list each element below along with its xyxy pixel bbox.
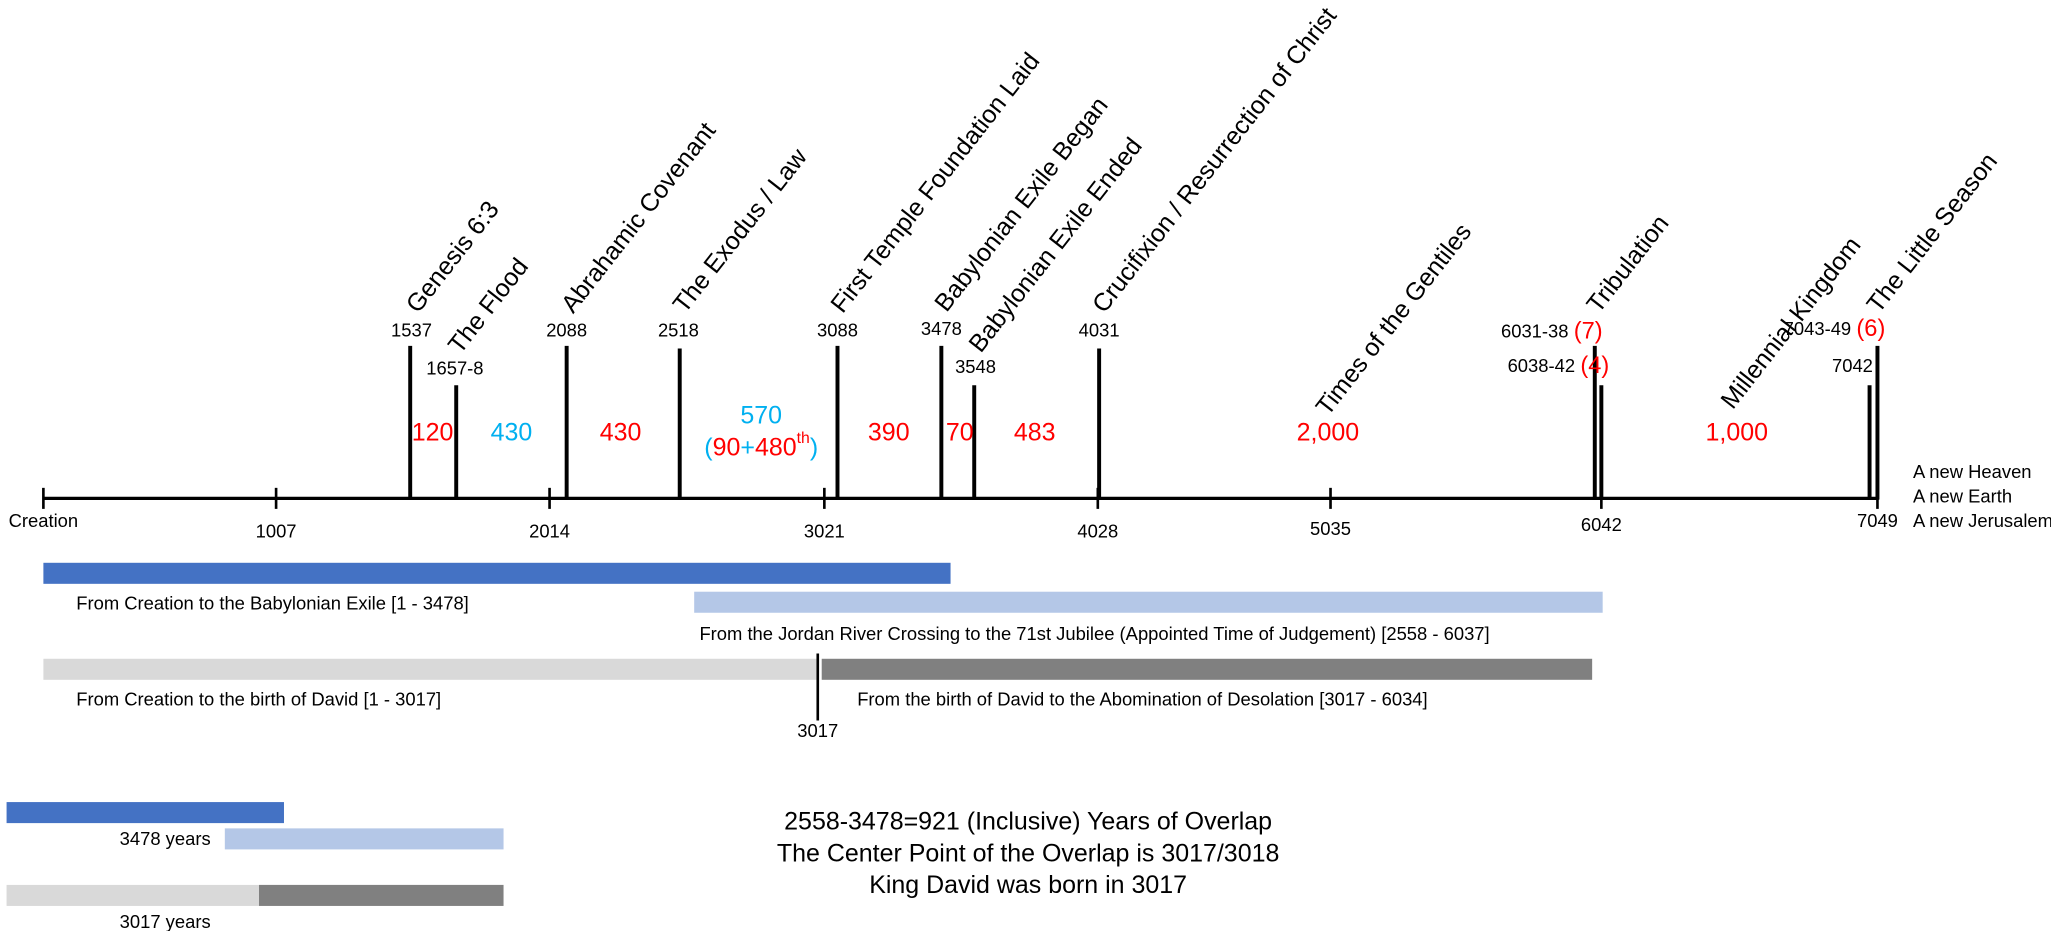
event-year: 3478 (921, 318, 962, 339)
small-bar-light-gray (6, 884, 260, 906)
event-duration: (4) (1580, 353, 1609, 379)
event-name: Times of the Gentiles (1310, 218, 1477, 420)
event-year: 6038-42 (4) (1508, 353, 1610, 379)
axis-tick-label: 6042 (1581, 514, 1622, 535)
event-year-text: 2518 (658, 319, 699, 340)
small-bar-label: 3478 years (120, 828, 211, 849)
axis-tick-label: 1007 (256, 520, 297, 541)
bar-caption: From the Jordan River Crossing to the 71… (699, 623, 1489, 644)
end-note: A new Earth (1913, 486, 2012, 507)
span-detail: (90+480th) (704, 430, 818, 461)
event-year: 3548 (955, 356, 996, 377)
event-year: 4031 (1079, 319, 1120, 340)
event-duration: (6) (1856, 316, 1885, 342)
bar-david-abomination (821, 658, 1593, 680)
span-detail-part: ( (704, 433, 713, 461)
small-bar-blue (6, 802, 284, 824)
event-year: 6031-38 (7) (1501, 319, 1603, 345)
event-year-text: 4031 (1079, 319, 1120, 340)
span-detail-part: ) (810, 433, 818, 461)
end-note: A new Heaven (1913, 461, 2032, 482)
event-name: The Little Season (1861, 148, 2003, 318)
bar-caption: From the birth of David to the Abominati… (857, 689, 1427, 710)
event-year: 3088 (817, 319, 858, 340)
event-year-text: 6038-42 (1508, 355, 1576, 376)
event-year-text: 3088 (817, 319, 858, 340)
event-name: Tribulation (1581, 210, 1674, 318)
span-detail-part: + (740, 433, 755, 461)
event-duration: (7) (1574, 319, 1603, 345)
span-years: 120 (412, 419, 454, 447)
bar-creation-exile (43, 562, 951, 584)
span-years: 390 (868, 419, 910, 447)
event-year-text: 1657-8 (426, 357, 483, 378)
summary-line: King David was born in 3017 (869, 871, 1187, 899)
span-detail-part: 480 (755, 433, 797, 461)
event-year-text: 3548 (955, 356, 996, 377)
bar-caption: From Creation to the birth of David [1 -… (76, 689, 441, 710)
event-year-text: 7042 (1832, 355, 1873, 376)
span-years: 570 (740, 401, 782, 429)
axis-tick-label: 2014 (529, 520, 570, 541)
summary-line: 2558-3478=921 (Inclusive) Years of Overl… (784, 808, 1272, 836)
event-year: 2518 (658, 319, 699, 340)
event-year-text: 2088 (546, 319, 587, 340)
small-bar-light-blue (224, 828, 504, 850)
bar-caption: From Creation to the Babylonian Exile [1… (76, 593, 469, 614)
bar-creation-david (43, 658, 817, 680)
span-years: 483 (1014, 419, 1056, 447)
span-years: 2,000 (1297, 419, 1359, 447)
axis-tick-label: Creation (9, 510, 79, 531)
span-years: 430 (491, 419, 533, 447)
event-year-text: 7043-49 (1784, 318, 1852, 339)
axis-tick-label: 5035 (1310, 518, 1351, 539)
small-bar-dark-gray (259, 884, 504, 906)
divider-label: 3017 (797, 720, 838, 741)
event-year: 1537 (391, 319, 432, 340)
axis-tick-label: 3021 (804, 520, 845, 541)
event-year: 1657-8 (426, 357, 483, 378)
span-years: 1,000 (1706, 419, 1768, 447)
event-year: 2088 (546, 319, 587, 340)
event-year-text: 6031-38 (1501, 321, 1569, 342)
axis-tick-label: 7049 (1857, 510, 1898, 531)
span-years: 430 (600, 419, 642, 447)
event-year-text: 3478 (921, 318, 962, 339)
summary-line: The Center Point of the Overlap is 3017/… (777, 839, 1279, 867)
span-years: 70 (946, 419, 974, 447)
event-year: 7043-49 (6) (1784, 316, 1886, 342)
small-bar-label: 3017 years (120, 911, 211, 931)
end-note: A new Jerusalem (1913, 510, 2051, 531)
axis-tick-label: 4028 (1077, 520, 1118, 541)
span-detail-part: 90 (713, 433, 741, 461)
bar-jordan-jubilee (694, 591, 1603, 613)
span-detail-part: th (797, 430, 810, 447)
event-year-text: 1537 (391, 319, 432, 340)
event-year: 7042 (1832, 355, 1873, 376)
